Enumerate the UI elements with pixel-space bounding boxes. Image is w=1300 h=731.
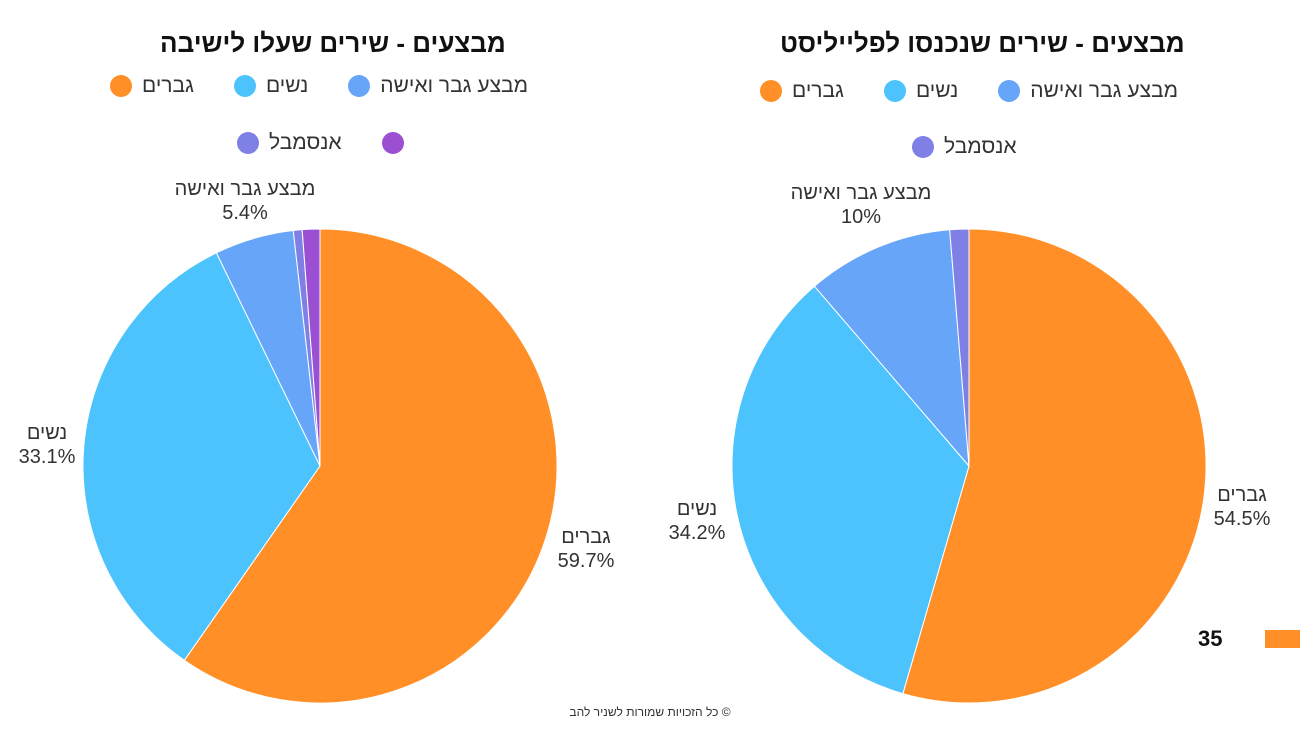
legend-dot-icon [381,132,404,154]
pie-slice[interactable] [183,228,558,704]
legend-label: גברים [792,79,844,102]
pie-slice[interactable] [82,252,321,662]
legend-item[interactable]: מבצע גבר ואישה [348,74,528,98]
legend-row-1: גברים נשים מבצע גבר ואישה [110,74,528,98]
legend-dot-icon [237,132,259,154]
legend-row-1: גברים נשים מבצע גבר ואישה [760,79,1178,103]
pie-slice[interactable] [301,228,321,467]
pie-slice[interactable] [902,228,1207,704]
pie-slice[interactable] [813,229,970,468]
slice-label-name: גברים [1217,484,1266,506]
pie-slice[interactable] [949,228,970,467]
legend-label: גברים [142,74,194,97]
legend-item[interactable]: נשים [233,74,309,98]
legend-dot-icon [998,80,1021,102]
legend-row-2: אנסמבל [912,135,1017,159]
legend-label: נשים [265,74,309,97]
slice-label-name: נשים [27,422,67,444]
slice-label-value: 10% [841,206,881,228]
legend-dot-icon [760,80,782,102]
slice-label-value: 59.7% [558,550,615,572]
slice-label-name: נשים [677,498,717,520]
legend-dot-icon [883,80,906,102]
legend-label: מבצע גבר ואישה [1030,79,1179,102]
chart-title: מבצעים - שירים שנכנסו לפלייליסט [780,28,1185,58]
legend-dot-icon [912,136,934,158]
slice-label-name: מבצע גבר ואישה [791,182,932,204]
legend-label: אנסמבל [269,131,342,154]
legend-item[interactable]: גברים [760,79,844,103]
chart-title: מבצעים - שירים שעלו לישיבה [160,28,506,58]
legend-item[interactable]: אנסמבל [237,131,342,155]
chart-right: מבצעים - שירים שנכנסו לפלייליסט גברים נש… [650,0,1300,731]
legend-dot-icon [348,75,371,97]
slice-label-name: גברים [561,526,610,548]
chart-left: מבצעים - שירים שעלו לישיבה גברים נשים מב… [19,28,615,704]
legend-label: מבצע גבר ואישה [380,74,529,97]
slice-label-name: מבצע גבר ואישה [175,178,316,200]
extra-value: 35 [1198,626,1223,651]
legend-label: נשים [915,79,959,102]
legend-item[interactable]: גברים [110,74,194,98]
legend-item[interactable] [381,131,414,155]
copyright-footer: © כל הזכויות שמורות לשניר להב [569,705,731,719]
pie-slice[interactable] [731,285,970,695]
legend-dot-icon [110,75,132,97]
legend-dot-icon [233,75,256,97]
extra-bar [1265,630,1300,648]
slice-label-value: 34.2% [669,522,726,544]
legend-item[interactable]: אנסמבל [912,135,1017,159]
legend-row-2: אנסמבל [237,131,414,155]
slice-label-value: 33.1% [19,446,76,468]
legend-item[interactable]: נשים [883,79,959,103]
slice-label-value: 54.5% [1214,508,1271,530]
slice-label-value: 5.4% [222,202,268,224]
legend-item[interactable]: מבצע גבר ואישה [998,79,1178,103]
legend-label: אנסמבל [944,135,1017,158]
